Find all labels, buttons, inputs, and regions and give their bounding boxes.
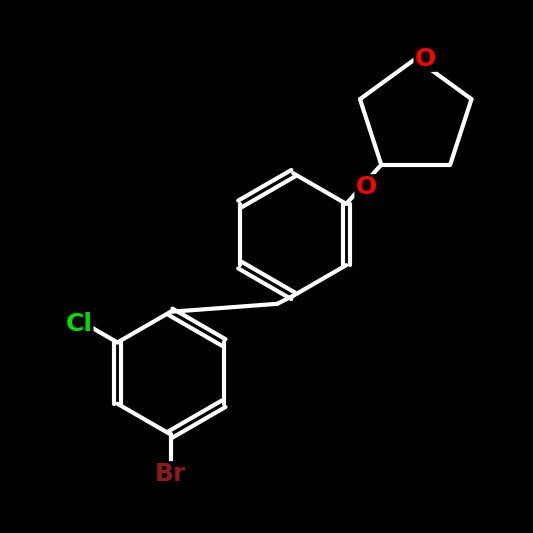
Text: Br: Br (155, 462, 186, 487)
Text: O: O (356, 175, 377, 199)
Text: Cl: Cl (65, 312, 92, 336)
Text: O: O (415, 46, 436, 71)
